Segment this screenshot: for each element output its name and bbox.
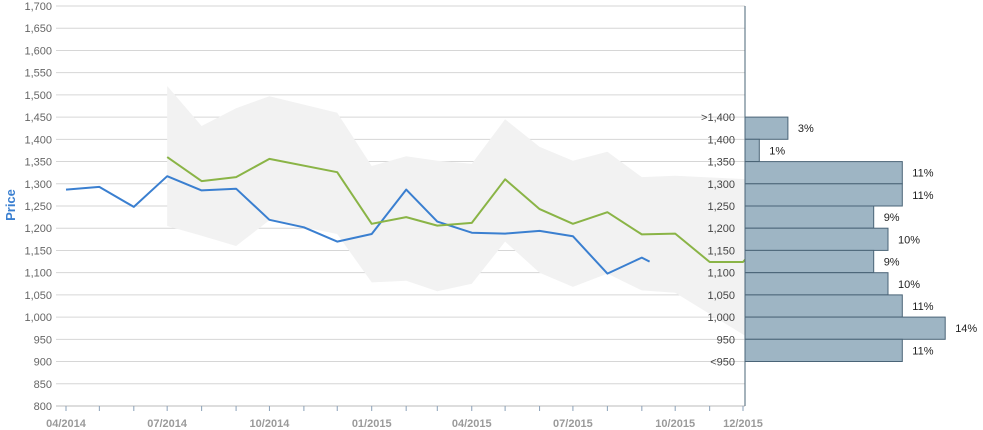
bin-label: 1,050 xyxy=(707,290,735,302)
y-axis-title: Price xyxy=(3,189,18,221)
distribution-bar xyxy=(744,227,889,251)
y-tick-label: 1,650 xyxy=(24,23,52,35)
y-tick-label: 1,100 xyxy=(24,268,52,280)
bin-label: 1,350 xyxy=(707,157,735,169)
axes: 800 850 900 950 1,000 1,050 1,100 1,150 1,200 1,2… xyxy=(24,1,762,430)
y-tick-label: 1,450 xyxy=(24,112,52,124)
y-tick-label: 1,500 xyxy=(24,90,52,102)
bin-label: 1,300 xyxy=(707,179,735,191)
x-tick-label: 07/2014 xyxy=(147,418,188,430)
y-tick-label: 900 xyxy=(34,357,52,369)
distribution-label: 9% xyxy=(884,257,900,269)
distribution-bar xyxy=(744,205,875,229)
x-tick-label: 10/2014 xyxy=(250,418,291,430)
y-tick-label: 1,000 xyxy=(24,312,52,324)
distribution-bar xyxy=(744,138,760,163)
series-line xyxy=(65,175,651,275)
x-tick-label: 01/2015 xyxy=(352,418,392,430)
bin-label: 1,000 xyxy=(707,312,735,324)
distribution-bar xyxy=(744,249,875,274)
bin-label: <950 xyxy=(710,357,735,369)
y-tick-label: 1,350 xyxy=(24,157,52,169)
y-tick-label: 1,150 xyxy=(24,245,52,257)
y-tick-label: 1,050 xyxy=(24,290,52,302)
distribution-label: 11% xyxy=(912,190,933,202)
bin-label: >1,400 xyxy=(701,112,735,124)
y-tick-label: 800 xyxy=(34,401,52,413)
y-tick-label: 1,700 xyxy=(24,1,52,13)
bin-label: 1,250 xyxy=(707,201,735,213)
bin-label: 1,100 xyxy=(707,268,735,280)
price-lines xyxy=(65,156,749,275)
distribution-label: 10% xyxy=(898,234,920,246)
y-tick-label: 850 xyxy=(34,379,52,391)
distribution-bar xyxy=(744,338,903,362)
distribution-label: 11% xyxy=(912,301,933,313)
y-tick-label: 1,300 xyxy=(24,179,52,191)
y-tick-label: 1,550 xyxy=(24,68,52,80)
bin-label: 1,200 xyxy=(707,223,735,235)
distribution-bar xyxy=(744,183,903,207)
y-tick-label: 1,400 xyxy=(24,134,52,146)
range-band xyxy=(167,86,748,338)
y-tick-label: 1,200 xyxy=(24,223,52,235)
x-tick-label: 10/2015 xyxy=(655,418,695,430)
distribution-bar xyxy=(744,316,946,340)
forecast-band xyxy=(167,86,748,338)
x-tick-label: 04/2015 xyxy=(452,418,492,430)
distribution-label: 11% xyxy=(912,168,933,180)
distribution-label: 1% xyxy=(769,145,785,157)
series-line xyxy=(166,156,749,263)
distribution-label: 3% xyxy=(798,123,814,135)
distribution-bar xyxy=(744,272,889,296)
distribution-bar xyxy=(744,116,789,140)
distribution-label: 9% xyxy=(884,212,900,224)
bin-label: 1,400 xyxy=(707,134,735,146)
distribution-bar xyxy=(744,294,903,318)
price-distribution: >1,400 1,400 1,350 1,300 1,250 1,200 1,150 1,10… xyxy=(701,6,977,406)
distribution-label: 11% xyxy=(912,345,933,357)
y-tick-label: 1,250 xyxy=(24,201,52,213)
bin-label: 1,150 xyxy=(707,245,735,257)
x-tick-label: 04/2014 xyxy=(46,418,87,430)
distribution-label: 14% xyxy=(955,323,977,335)
distribution-label: 10% xyxy=(898,279,920,291)
y-tick-label: 1,600 xyxy=(24,45,52,57)
x-tick-label: 12/2015 xyxy=(723,418,763,430)
distribution-bar xyxy=(744,161,903,185)
bin-label: 950 xyxy=(717,334,735,346)
x-tick-label: 07/2015 xyxy=(553,418,593,430)
y-tick-label: 950 xyxy=(34,334,52,346)
